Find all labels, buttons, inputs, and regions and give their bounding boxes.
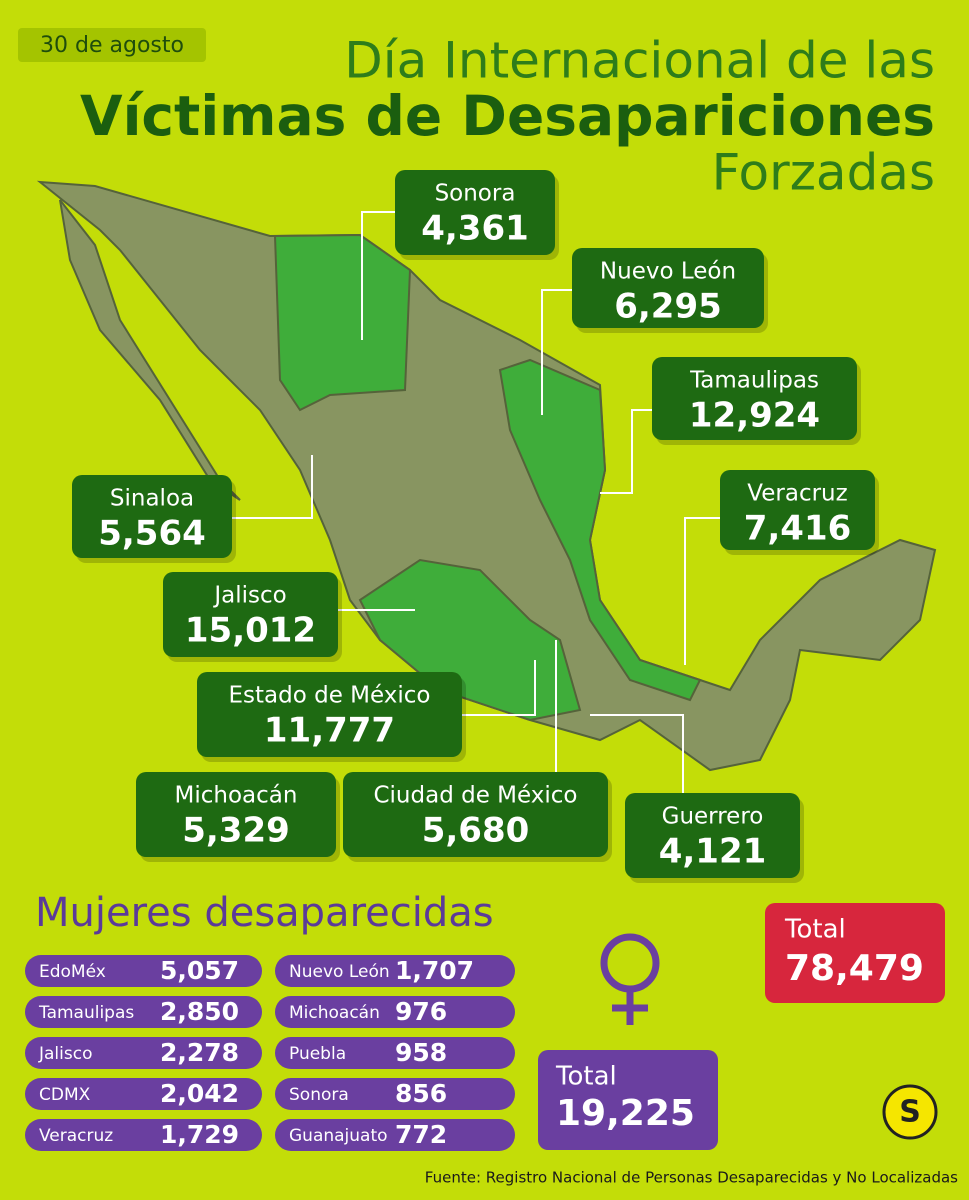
women-total-label: Total — [555, 1062, 617, 1092]
women-pill — [25, 1119, 262, 1151]
center-states-area — [358, 558, 582, 722]
state-value: 15,012 — [185, 611, 316, 651]
women-pill — [25, 996, 262, 1028]
women-pill — [25, 1078, 262, 1110]
women-name: Sonora — [289, 1085, 349, 1105]
mexico-shape — [36, 180, 937, 772]
state-name: Jalisco — [212, 583, 286, 609]
state-value: 5,329 — [182, 811, 290, 851]
state-name: Sonora — [435, 181, 516, 207]
total-value: 78,479 — [785, 948, 924, 989]
women-name: Michoacán — [289, 1003, 380, 1023]
date-badge — [18, 28, 206, 62]
women-pill — [275, 1119, 515, 1151]
state-box — [572, 248, 764, 328]
venus-cross — [612, 989, 648, 1025]
women-pill — [25, 1037, 262, 1069]
state-value: 4,361 — [421, 209, 529, 249]
state-box — [72, 475, 232, 558]
women-title: Mujeres desaparecidas — [35, 890, 494, 936]
state-box — [720, 470, 875, 550]
women-value: 856 — [395, 1079, 447, 1108]
map — [36, 180, 937, 772]
state-box — [652, 357, 857, 440]
state-name: Michoacán — [175, 783, 298, 809]
state-name: Nuevo León — [600, 259, 736, 285]
state-name: Veracruz — [747, 481, 847, 507]
leader-line — [590, 714, 684, 793]
sonora-area — [273, 233, 412, 412]
women-name: Veracruz — [39, 1126, 113, 1146]
venus-symbol — [600, 933, 660, 1025]
women-value: 1,729 — [160, 1120, 239, 1149]
leader-line — [541, 289, 572, 415]
source: Fuente: Registro Nacional de Personas De… — [425, 1169, 958, 1187]
women-name: Puebla — [289, 1044, 346, 1064]
date: 30 de agosto — [40, 33, 184, 58]
women-value: 976 — [395, 997, 447, 1026]
women-pill — [275, 1037, 515, 1069]
state-value: 12,924 — [689, 396, 820, 436]
gulf-states-area — [498, 358, 702, 702]
women-name: Nuevo León — [289, 962, 390, 982]
women-list: EdoMéx 5,057 Tamaulipas 2,850 Jalisco 2,278 CD… — [25, 955, 515, 1151]
women-total-box — [538, 1050, 718, 1150]
title-line1: Día Internacional de las — [344, 32, 935, 90]
state-value: 11,777 — [264, 711, 395, 751]
women-name: CDMX — [39, 1085, 91, 1105]
women-pill — [275, 1078, 515, 1110]
state-box — [343, 772, 608, 857]
women-total-value: 19,225 — [556, 1093, 695, 1134]
leader-lines — [232, 211, 720, 793]
title-line3: Forzadas — [712, 144, 935, 202]
women-value: 958 — [395, 1038, 447, 1067]
women-value: 2,042 — [160, 1079, 239, 1108]
state-name: Guerrero — [662, 804, 764, 830]
state-value: 5,680 — [422, 811, 530, 851]
leader-line — [600, 409, 652, 494]
state-name: Tamaulipas — [689, 368, 819, 394]
women-value: 5,057 — [160, 956, 239, 985]
women-pill — [275, 955, 515, 987]
state-name: Sinaloa — [110, 486, 194, 512]
state-box — [625, 793, 800, 878]
state-name: Ciudad de México — [373, 783, 577, 809]
baja-california — [59, 199, 241, 501]
women-pill — [275, 996, 515, 1028]
women-name: Tamaulipas — [38, 1003, 134, 1023]
total-label: Total — [784, 915, 846, 945]
state-value: 7,416 — [744, 509, 852, 549]
state-value: 6,295 — [614, 287, 722, 327]
women-name: Guanajuato — [289, 1126, 388, 1146]
women-pill — [25, 955, 262, 987]
state-box — [197, 672, 462, 757]
women-value: 2,278 — [160, 1038, 239, 1067]
state-value: 5,564 — [98, 514, 206, 554]
state-box — [163, 572, 338, 657]
leader-line — [361, 211, 395, 340]
state-box — [395, 170, 555, 255]
women-name: Jalisco — [38, 1044, 92, 1064]
women-value: 1,707 — [395, 956, 474, 985]
leader-line — [462, 660, 536, 716]
total-box — [765, 903, 945, 1003]
women-value: 2,850 — [160, 997, 239, 1026]
women-value: 772 — [395, 1120, 447, 1149]
women-name: EdoMéx — [39, 962, 106, 982]
state-name: Estado de México — [229, 683, 431, 709]
logo — [882, 1084, 938, 1140]
leader-line — [232, 455, 313, 519]
leader-line — [684, 517, 720, 665]
title-line2: Víctimas de Desapariciones — [80, 84, 935, 148]
state-box — [136, 772, 336, 857]
state-value: 4,121 — [659, 832, 767, 872]
logo-mark: S — [899, 1095, 921, 1130]
